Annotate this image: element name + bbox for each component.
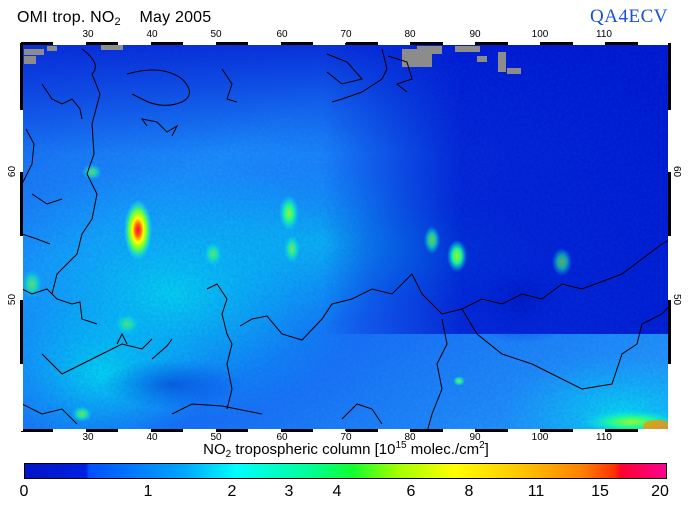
colorbar-tick-label: 2 [228, 483, 237, 501]
frame-scale-segment [668, 43, 671, 110]
frame-scale-segment [151, 42, 183, 45]
longitude-tick-label: 50 [210, 29, 221, 40]
frame-scale-segment [508, 42, 540, 45]
frame-scale-segment [118, 42, 150, 45]
longitude-tick-label: 100 [532, 29, 549, 40]
map-title: OMI trop. NO2 May 2005 [17, 9, 211, 28]
frame-scale-segment [605, 42, 637, 45]
longitude-tick-label: 40 [146, 29, 157, 40]
frame-scale-segment [475, 42, 507, 45]
longitude-tick-label: 30 [82, 29, 93, 40]
frame-scale-segment [573, 42, 605, 45]
frame-scale-segment [21, 42, 53, 45]
latitude-tick-label: 50 [671, 294, 682, 305]
frame-scale-segment [20, 43, 23, 110]
longitude-tick-label: 110 [596, 29, 612, 40]
longitude-tick-label: 70 [340, 29, 351, 40]
frame-scale-segment [668, 110, 671, 172]
frame-scale-segment [540, 429, 572, 432]
colorbar-tick-label: 11 [528, 483, 545, 501]
latitude-tick-label: 50 [7, 294, 18, 305]
no2-map [21, 43, 670, 431]
frame-scale-segment [668, 300, 671, 364]
latitude-tick-label: 60 [7, 166, 18, 177]
colorbar-tick-label: 1 [144, 483, 153, 501]
frame-scale-segment [281, 42, 313, 45]
frame-scale-segment [183, 429, 215, 432]
frame-scale-segment [475, 429, 507, 432]
brand-logo: QA4ECV [590, 6, 668, 28]
frame-scale-segment [216, 429, 248, 432]
cbar-title-sup: 15 [395, 440, 406, 451]
frame-scale-segment [410, 429, 442, 432]
frame-scale-segment [86, 429, 118, 432]
frame-scale-segment [183, 42, 215, 45]
frame-scale-segment [313, 429, 345, 432]
frame-scale-segment [410, 42, 442, 45]
frame-scale-segment [151, 429, 183, 432]
longitude-tick-label: 90 [469, 29, 480, 40]
cbar-title-end: ] [485, 441, 489, 458]
cbar-title-prefix: NO [203, 441, 226, 458]
frame-scale-segment [573, 429, 605, 432]
frame-scale-segment [668, 236, 671, 300]
colorbar-tick-label: 15 [591, 483, 609, 501]
frame-scale-segment [443, 42, 475, 45]
frame-scale-segment [638, 429, 670, 432]
frame-scale-segment [248, 429, 280, 432]
longitude-tick-label: 80 [404, 29, 415, 40]
frame-scale-segment [20, 110, 23, 172]
title-prefix: OMI trop. NO [17, 9, 115, 26]
frame-scale-segment [281, 429, 313, 432]
colorbar-tick-label: 0 [20, 483, 29, 501]
frame-scale-segment [20, 364, 23, 431]
frame-scale-segment [638, 42, 670, 45]
frame-scale-segment [668, 172, 671, 236]
frame-scale-segment [118, 429, 150, 432]
cbar-title-mid: tropospheric column [10 [231, 441, 395, 458]
frame-scale-segment [540, 42, 572, 45]
frame-scale-segment [20, 236, 23, 300]
frame-scale-segment [508, 429, 540, 432]
cbar-title-suffix: molec./cm [407, 441, 480, 458]
frame-scale-segment [53, 42, 85, 45]
frame-scale-segment [20, 300, 23, 364]
latitude-tick-label: 60 [671, 166, 682, 177]
frame-scale-segment [86, 42, 118, 45]
longitude-tick-label: 60 [276, 29, 287, 40]
map-canvas [22, 44, 670, 431]
frame-scale-segment [668, 364, 671, 431]
title-date: May 2005 [140, 9, 212, 26]
colorbar [24, 463, 667, 479]
frame-scale-segment [216, 42, 248, 45]
frame-scale-segment [378, 429, 410, 432]
frame-scale-segment [378, 42, 410, 45]
colorbar-tick-label: 4 [333, 483, 342, 501]
colorbar-tick-label: 8 [465, 483, 474, 501]
frame-scale-segment [313, 42, 345, 45]
frame-scale-segment [605, 429, 637, 432]
frame-scale-segment [346, 429, 378, 432]
colorbar-tick-label: 6 [407, 483, 416, 501]
frame-scale-segment [346, 42, 378, 45]
frame-scale-segment [20, 172, 23, 236]
colorbar-tick-label: 20 [651, 483, 669, 501]
frame-scale-segment [21, 429, 53, 432]
title-subscript: 2 [115, 16, 121, 28]
frame-scale-segment [443, 429, 475, 432]
colorbar-title: NO2 tropospheric column [1015 molec./cm2… [0, 440, 692, 460]
frame-scale-segment [248, 42, 280, 45]
frame-scale-segment [53, 429, 85, 432]
colorbar-tick-label: 3 [285, 483, 294, 501]
